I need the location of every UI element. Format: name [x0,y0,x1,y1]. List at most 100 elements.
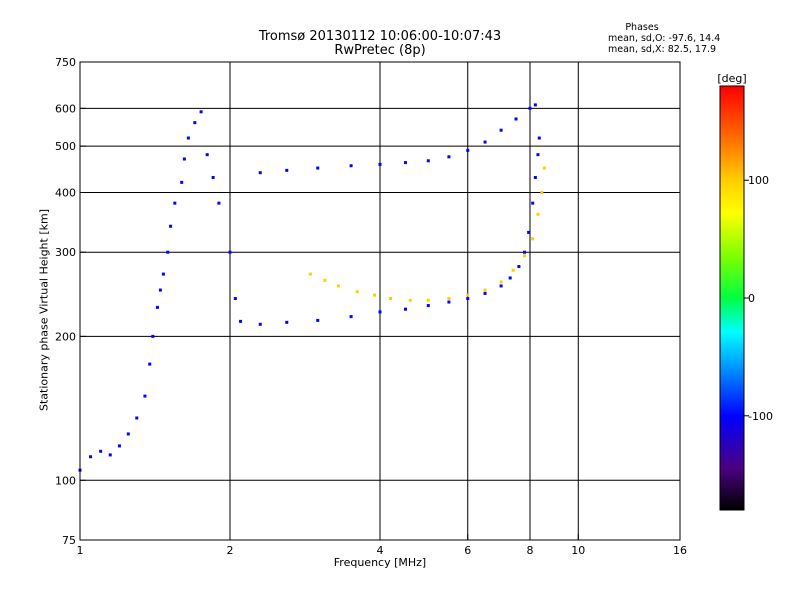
data-point [186,136,190,140]
data-point [528,106,532,110]
data-point [426,304,430,308]
phases-mean-x: mean, sd,X: 82.5, 17.9 [608,44,717,55]
data-point [540,190,544,194]
x-axis-label: Frequency [MHz] [333,556,427,569]
data-point [126,432,130,436]
x-tick-label: 10 [571,544,585,557]
data-point [511,268,515,272]
data-point [542,166,546,170]
data-point [378,162,382,166]
y-axis-label: Stationary phase Virtual Height [km] [37,208,51,412]
data-point [239,319,243,323]
data-point [99,449,103,453]
colorbar-tick-label: 100 [748,174,769,187]
data-point [466,297,470,301]
x-tick-label: 16 [673,544,687,557]
data-point [151,334,155,338]
data-point [499,284,503,288]
data-point [193,121,197,125]
chart-subtitle: RwPretec (8p) [334,43,426,58]
colorbar-unit: [deg] [717,72,746,85]
data-point [447,297,451,301]
data-point [373,293,377,297]
chart-title: Tromsø 20130112 10:06:00-10:07:43 [258,29,502,44]
data-point [316,318,320,322]
data-point [517,265,521,269]
data-point [426,159,430,163]
data-point [403,307,407,311]
data-point [199,110,203,114]
data-point [148,362,152,366]
data-point [523,254,527,258]
data-point [514,117,518,121]
data-point [211,175,215,179]
data-point [508,276,512,280]
y-tick-label: 75 [62,534,76,547]
data-point [499,280,503,284]
data-point [447,300,451,304]
data-point [169,224,173,228]
data-point [258,171,262,175]
phases-title: Phases [625,22,659,33]
x-tick-label: 6 [464,544,471,557]
data-point [336,284,340,288]
y-tick-label: 600 [55,102,76,115]
phases-mean-o: mean, sd,O: -97.6, 14.4 [608,33,721,44]
data-point [258,322,262,326]
y-tick-label: 300 [55,246,76,259]
y-tick-label: 500 [55,140,76,153]
data-point [158,288,162,292]
data-point [523,250,527,254]
data-point [533,103,537,107]
phases-summary: Phases mean, sd,O: -97.6, 14.4 mean, sd,… [580,22,721,55]
y-tick-label: 400 [55,186,76,199]
data-point [355,290,359,294]
data-point [308,272,312,276]
data-point [173,201,177,205]
grid-lines [80,62,680,540]
data-point [349,164,353,168]
data-point [499,128,503,132]
data-point [233,297,237,301]
data-point [285,168,289,172]
data-point [161,272,165,276]
data-point [466,148,470,152]
colorbar-tick-label: -100 [748,410,773,423]
x-tick-label: 8 [527,544,534,557]
data-point [531,201,535,205]
colorbar-tick-label: 0 [748,292,755,305]
data-point [182,157,186,161]
data-point [466,293,470,297]
data-point [228,250,232,254]
colorbar: [deg] 100 0 -100 [717,72,773,511]
data-point [217,201,221,205]
data-point [155,305,159,309]
data-point [205,153,209,157]
data-point [403,161,407,165]
data-point [389,297,393,301]
y-tick-label: 750 [55,56,76,69]
x-tick-label: 4 [377,544,384,557]
data-point [108,453,112,457]
data-point [533,175,537,179]
data-point [531,237,535,241]
data-point [483,291,487,295]
data-point [143,394,147,398]
x-tick-label: 1 [77,544,84,557]
data-point [408,298,412,302]
x-ticks: 1 2 4 6 8 10 16 [77,534,687,557]
colorbar-gradient [719,85,745,511]
data-point [316,166,320,170]
data-point [89,455,93,459]
y-tick-label: 100 [55,474,76,487]
data-point [536,212,540,216]
data-point [483,140,487,144]
data-point [378,310,382,314]
data-point [537,136,541,140]
colorbar-ticks: 100 0 -100 [744,174,773,423]
data-point [117,444,121,448]
data-point [483,288,487,292]
x-tick-label: 2 [227,544,234,557]
data-point [166,250,170,254]
